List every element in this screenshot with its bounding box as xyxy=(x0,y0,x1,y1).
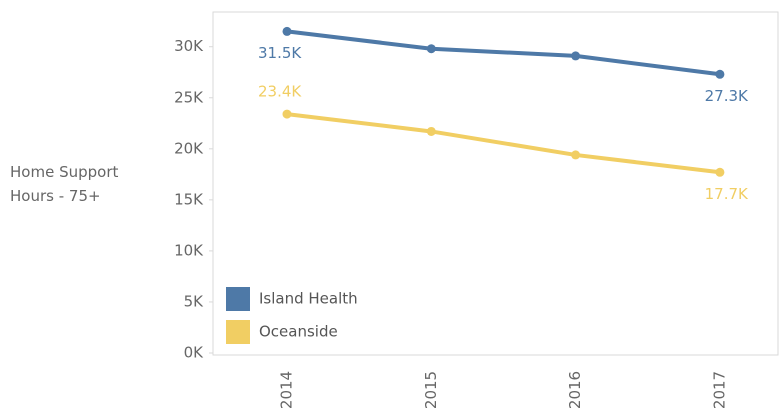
y-tick-label: 30K xyxy=(174,37,204,55)
point xyxy=(715,167,725,177)
x-tick-label: 2016 xyxy=(566,371,584,409)
y-tick-label: 25K xyxy=(174,88,204,106)
point xyxy=(426,126,436,136)
value-label: 17.7K xyxy=(705,185,749,203)
y-axis-label: Home Support Hours - 75+ xyxy=(10,163,119,205)
plot-frame xyxy=(212,11,779,356)
value-label: 27.3K xyxy=(705,87,749,105)
value-label: 23.4K xyxy=(258,83,302,101)
point xyxy=(571,150,581,160)
x-tick-label: 2014 xyxy=(278,371,296,409)
y-tick-label: 15K xyxy=(174,190,204,208)
series-line xyxy=(286,112,721,175)
y-tick-label: 5K xyxy=(184,292,205,310)
point xyxy=(282,26,292,36)
y-tick-label: 20K xyxy=(174,139,204,157)
legend-label: Oceanside xyxy=(259,323,338,341)
legend-label: Island Health xyxy=(259,290,358,308)
point xyxy=(282,109,292,119)
legend-swatch xyxy=(226,287,250,311)
point xyxy=(426,44,436,54)
y-tick-label: 0K xyxy=(184,344,205,362)
y-tick-label: 10K xyxy=(174,241,204,259)
point xyxy=(715,69,725,79)
series-line xyxy=(286,29,721,77)
x-tick-label: 2017 xyxy=(710,371,728,409)
point xyxy=(571,51,581,61)
value-label: 31.5K xyxy=(258,44,302,62)
legend-swatch xyxy=(226,320,250,344)
x-tick-label: 2015 xyxy=(422,371,440,409)
